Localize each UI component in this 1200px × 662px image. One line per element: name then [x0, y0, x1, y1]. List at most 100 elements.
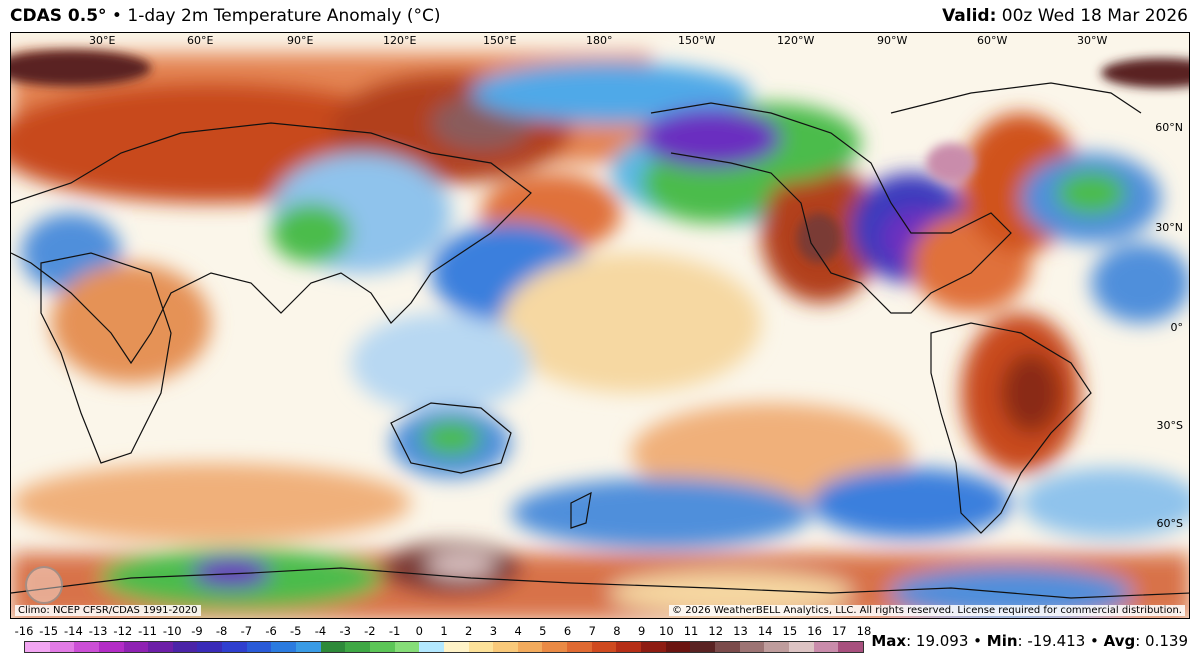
colorbar-tick-label: -4	[314, 624, 327, 638]
longitude-label: 150°W	[678, 34, 716, 47]
colorbar-tick-label: -11	[138, 624, 157, 638]
longitude-label: 60°W	[977, 34, 1008, 47]
longitude-label: 30°W	[1077, 34, 1108, 47]
weatherbell-logo-icon	[25, 566, 63, 604]
colorbar-swatch	[591, 642, 617, 652]
min-label: Min	[986, 632, 1018, 650]
colorbar-swatch	[493, 642, 518, 652]
colorbar-swatch	[517, 642, 543, 652]
colorbar-swatch	[690, 642, 715, 652]
colorbar-tick-label: 1	[440, 624, 448, 638]
colorbar-tick-label: 2	[465, 624, 473, 638]
colorbar-swatch	[345, 642, 370, 652]
longitude-label: 180°	[586, 34, 613, 47]
model-name: CDAS 0.5°	[10, 6, 107, 26]
colorbar-swatch	[246, 642, 272, 652]
colorbar-tick-label: 10	[659, 624, 674, 638]
avg-label: Avg	[1103, 632, 1136, 650]
product-name: 1-day 2m Temperature Anomaly (°C)	[127, 6, 441, 26]
colorbar-tick-label: -15	[39, 624, 59, 638]
latitude-label: 60°S	[1156, 517, 1183, 530]
colorbar-swatch	[98, 642, 124, 652]
longitude-label: 150°E	[483, 34, 517, 47]
max-label: Max	[871, 632, 907, 650]
colorbar-swatch	[641, 642, 666, 652]
colorbar-tick-label: -3	[339, 624, 351, 638]
field-statistics: Max: 19.093 • Min: -19.413 • Avg: 0.139	[871, 632, 1188, 650]
colorbar-tick-label: -7	[240, 624, 253, 638]
title-separator: •	[106, 6, 128, 26]
colorbar-swatch	[197, 642, 223, 652]
colorbar-swatch	[443, 642, 469, 652]
longitude-label: 90°W	[877, 34, 908, 47]
map-title: CDAS 0.5° • 1-day 2m Temperature Anomaly…	[10, 6, 440, 26]
colorbar-swatch	[172, 642, 198, 652]
colorbar-swatch	[49, 642, 75, 652]
longitude-label: 30°E	[89, 34, 116, 47]
colorbar-tick-label: -8	[215, 624, 228, 638]
longitude-label: 120°E	[383, 34, 417, 47]
colorbar-tick-label: 4	[514, 624, 522, 638]
colorbar-tick-label: 3	[489, 624, 498, 638]
colorbar-tick-label: 15	[782, 624, 798, 638]
latitude-label: 30°N	[1155, 221, 1183, 234]
colorbar-tick-label: 17	[831, 624, 847, 638]
latitude-label: 60°N	[1155, 121, 1183, 134]
colorbar-swatch	[714, 642, 740, 652]
colorbar-tick-label: -5	[290, 624, 302, 638]
colorbar-tick-label: 18	[856, 624, 872, 638]
colorbar	[24, 641, 864, 653]
colorbar-tick-label: -13	[88, 624, 108, 638]
colorbar-tick-label: 14	[757, 624, 773, 638]
colorbar-tick-label: 11	[683, 624, 699, 638]
map-panel[interactable]: 30°E 60°E 90°E 120°E 150°E 180° 150°W 12…	[10, 32, 1190, 619]
colorbar-tick-label: 7	[588, 624, 596, 638]
max-value: : 19.093 •	[906, 632, 987, 650]
copyright-note: © 2026 WeatherBELL Analytics, LLC. All r…	[669, 605, 1185, 616]
colorbar-tick-label: -9	[191, 624, 203, 638]
climo-note: Climo: NCEP CFSR/CDAS 1991-2020	[15, 605, 201, 616]
avg-value: : 0.139	[1135, 632, 1188, 650]
colorbar-swatch	[123, 642, 149, 652]
colorbar-swatch	[148, 642, 173, 652]
colorbar-tick-label: 13	[733, 624, 748, 638]
colorbar-swatch	[838, 642, 863, 652]
colorbar-tick-label: 16	[807, 624, 822, 638]
colorbar-swatch	[25, 642, 50, 652]
colorbar-tick-label: -1	[388, 624, 401, 638]
colorbar-tick-label: 0	[415, 624, 423, 638]
colorbar-tick-label: -16	[14, 624, 34, 638]
colorbar-swatch	[764, 642, 789, 652]
colorbar-swatch	[271, 642, 297, 652]
colorbar-tick-label: 5	[539, 624, 547, 638]
colorbar-swatch	[394, 642, 420, 652]
colorbar-swatch	[74, 642, 99, 652]
colorbar-swatch	[813, 642, 839, 652]
colorbar-swatch	[320, 642, 346, 652]
coastlines	[11, 82, 1189, 599]
latitude-label: 30°S	[1156, 419, 1183, 432]
longitude-label: 60°E	[187, 34, 214, 47]
colorbar-tick-label: 9	[637, 624, 646, 638]
colorbar-swatch	[788, 642, 814, 652]
colorbar-swatch	[419, 642, 444, 652]
valid-label: Valid:	[942, 6, 997, 26]
latitude-label: 0°	[1170, 321, 1184, 334]
colorbar-tick-label: -2	[364, 624, 376, 638]
min-value: : -19.413 •	[1017, 632, 1104, 650]
colorbar-tick-label: -10	[162, 624, 182, 638]
colorbar-swatch	[665, 642, 691, 652]
colorbar-swatch	[369, 642, 395, 652]
anomaly-map	[11, 33, 1189, 618]
anomaly-detail	[11, 50, 1189, 263]
colorbar-swatch	[222, 642, 247, 652]
colorbar-swatch	[616, 642, 642, 652]
colorbar-tick-label: -14	[64, 624, 83, 638]
colorbar-tick-label: -12	[113, 624, 133, 638]
longitude-label: 120°W	[777, 34, 815, 47]
valid-time: Valid: 00z Wed 18 Mar 2026	[942, 6, 1188, 26]
colorbar-tick-label: 12	[708, 624, 724, 638]
colorbar-tick-label: -6	[265, 624, 277, 638]
colorbar-swatch	[739, 642, 765, 652]
colorbar-swatch	[542, 642, 568, 652]
